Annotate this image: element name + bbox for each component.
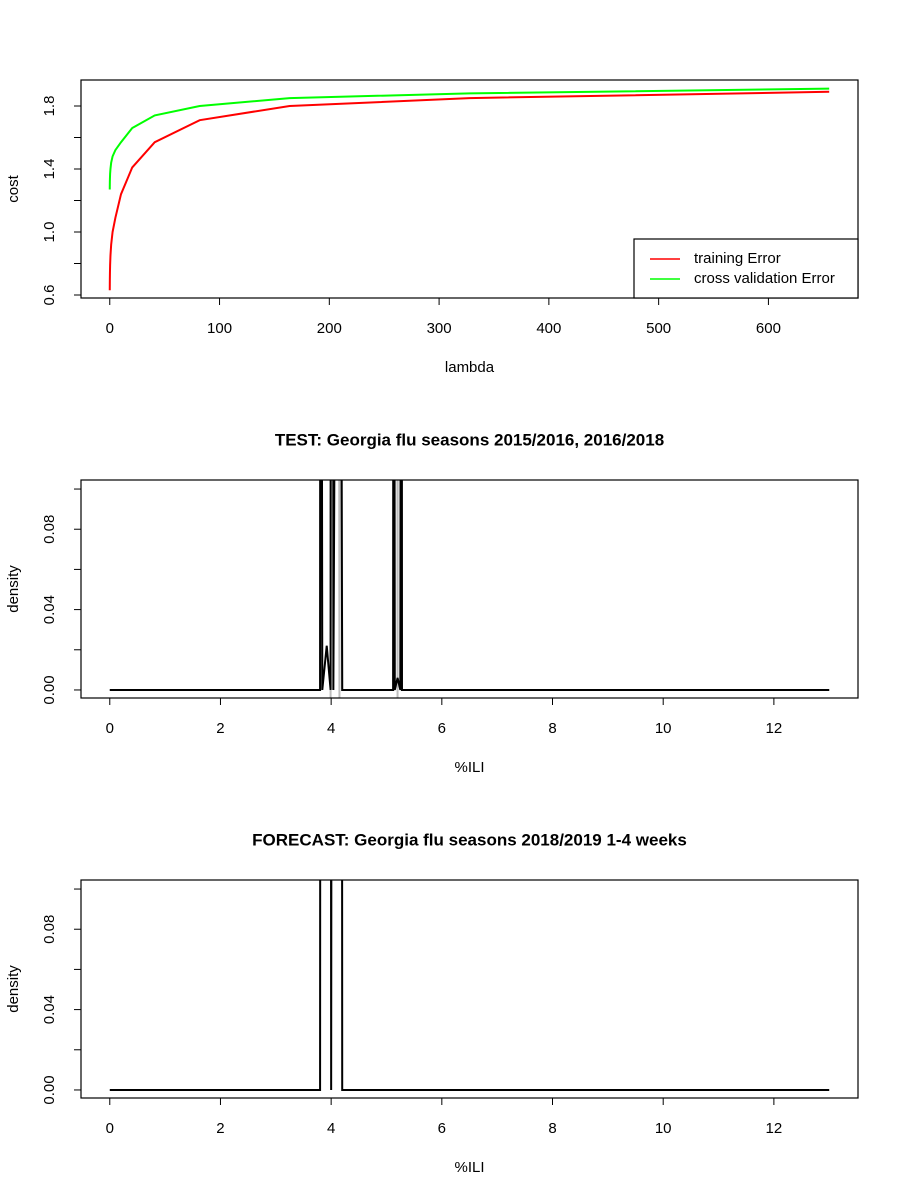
plot-frame <box>80 479 859 699</box>
legend-label: cross validation Error <box>694 270 835 287</box>
legend-label: training Error <box>694 250 781 267</box>
x-tick-label: 0 <box>106 720 114 737</box>
x-axis-title: %ILI <box>454 1159 484 1176</box>
chart-title: TEST: Georgia flu seasons 2015/2016, 201… <box>275 430 664 449</box>
y-tick-label: 1.4 <box>41 159 58 180</box>
x-tick-label: 12 <box>766 720 783 737</box>
panel: lambda cost 0 100 200 300 400 500 600 0.6 1.0 1.4 1.… <box>5 79 859 376</box>
x-tick-label: 4 <box>327 720 335 737</box>
chart-title: FORECAST: Georgia flu seasons 2018/2019 … <box>252 830 687 849</box>
legend-box <box>633 238 859 299</box>
x-tick-label: 2 <box>216 720 224 737</box>
x-tick-label: 10 <box>655 720 672 737</box>
y-axis-title: cost <box>5 174 22 202</box>
panel: TEST: Georgia flu seasons 2015/2016, 201… <box>5 430 859 776</box>
x-tick-label: 6 <box>438 1120 446 1137</box>
x-tick-label: 600 <box>756 320 781 337</box>
data-line <box>108 90 830 291</box>
y-tick-label: 0.08 <box>41 915 58 944</box>
y-tick-label: 0.08 <box>41 515 58 544</box>
x-tick-label: 0 <box>106 320 114 337</box>
x-tick-label: 400 <box>536 320 561 337</box>
x-tick-label: 300 <box>427 320 452 337</box>
data-line <box>109 480 830 691</box>
x-tick-label: 500 <box>646 320 671 337</box>
x-tick-label: 100 <box>207 320 232 337</box>
y-tick-label: 1.0 <box>41 222 58 243</box>
y-tick-label: 0.00 <box>41 1075 58 1104</box>
x-tick-label: 10 <box>655 1120 672 1137</box>
x-tick-label: 2 <box>216 1120 224 1137</box>
y-tick-label: 0.04 <box>41 595 58 624</box>
panel: FORECAST: Georgia flu seasons 2018/2019 … <box>5 830 859 1176</box>
data-line <box>109 880 830 1091</box>
x-axis-title: lambda <box>445 359 495 376</box>
plot-frame <box>80 879 859 1099</box>
x-tick-label: 0 <box>106 1120 114 1137</box>
x-tick-label: 200 <box>317 320 342 337</box>
x-tick-label: 12 <box>766 1120 783 1137</box>
plot-frame <box>80 79 859 299</box>
y-axis-title: density <box>5 965 22 1013</box>
x-tick-label: 4 <box>327 1120 335 1137</box>
y-tick-label: 0.6 <box>41 285 58 306</box>
x-axis-title: %ILI <box>454 759 484 776</box>
data-line <box>108 87 830 190</box>
y-tick-label: 0.04 <box>41 995 58 1024</box>
x-tick-label: 8 <box>548 1120 556 1137</box>
y-tick-label: 1.8 <box>41 96 58 117</box>
x-tick-label: 8 <box>548 720 556 737</box>
y-tick-label: 0.00 <box>41 675 58 704</box>
x-tick-label: 6 <box>438 720 446 737</box>
y-axis-title: density <box>5 565 22 613</box>
